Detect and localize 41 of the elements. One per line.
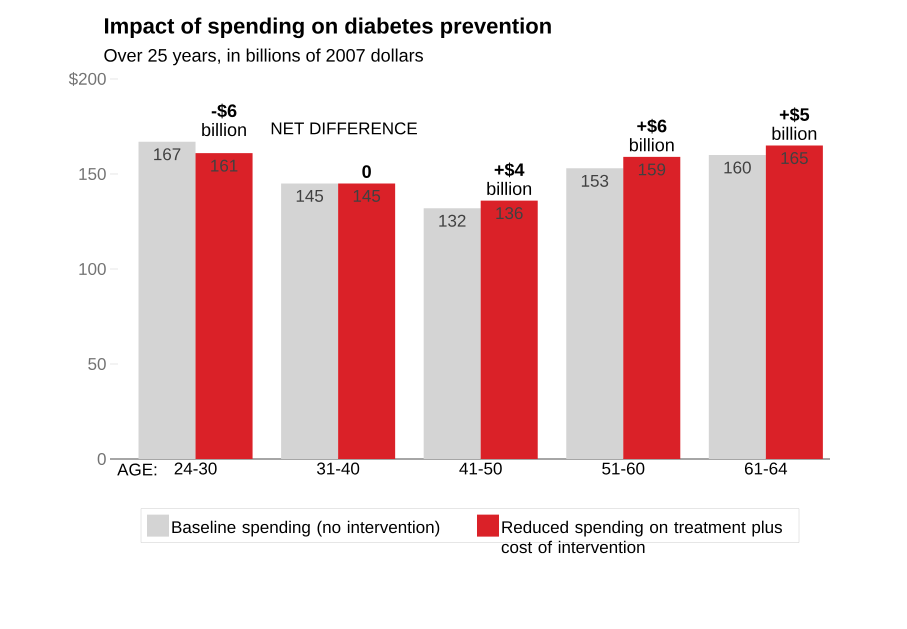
annotation: 0 — [362, 165, 371, 178]
data-label: 153 — [582, 174, 608, 187]
y-tick-label: 50 — [88, 358, 106, 370]
bar — [623, 156, 680, 459]
bar — [281, 184, 338, 459]
x-tick-label: 24-30 — [174, 462, 217, 475]
data-label: 161 — [211, 160, 238, 172]
legend-label: Baseline spending (no intervention) — [172, 520, 440, 537]
x-axis-title: AGE: — [117, 464, 156, 476]
data-label: 145 — [354, 190, 380, 202]
data-label: 145 — [296, 190, 324, 202]
annotation: +$4 billion — [487, 162, 532, 196]
data-label: 165 — [781, 152, 808, 164]
y-tick-label: 150 — [79, 168, 106, 180]
y-tick-label: 0 — [98, 452, 106, 466]
x-tick-label: 51-60 — [602, 462, 644, 475]
x-tick-label: 41-50 — [459, 462, 502, 475]
x-tick-label: 31-40 — [317, 462, 360, 475]
annotation: -$6 billion — [202, 104, 246, 136]
data-label: 160 — [724, 162, 751, 174]
bar — [766, 146, 823, 459]
x-tick-label: 61-64 — [744, 462, 788, 475]
bar — [338, 184, 396, 459]
y-tick-label: $200 — [68, 72, 106, 86]
annotation: +$5 billion — [772, 107, 816, 140]
bar — [196, 153, 253, 459]
data-label: 159 — [638, 163, 666, 176]
bar — [424, 208, 481, 459]
legend-label: Reduced spending on treatment plus cost of intervention — [502, 520, 782, 554]
y-tick-label: 100 — [79, 262, 106, 276]
data-label: 136 — [496, 207, 523, 220]
data-label: 132 — [439, 214, 466, 227]
bar — [138, 142, 196, 459]
annotation: +$6 billion — [630, 118, 674, 152]
bar — [708, 154, 766, 459]
data-label: 167 — [154, 148, 180, 160]
chart-subtitle: Over 25 years, in billions of 2007 dollars — [104, 48, 423, 66]
chart-title: Impact of spending on diabetes prevention — [105, 18, 551, 38]
bar — [480, 200, 538, 459]
annotation: NET DIFFERENCE — [272, 122, 417, 134]
bar — [566, 168, 624, 459]
